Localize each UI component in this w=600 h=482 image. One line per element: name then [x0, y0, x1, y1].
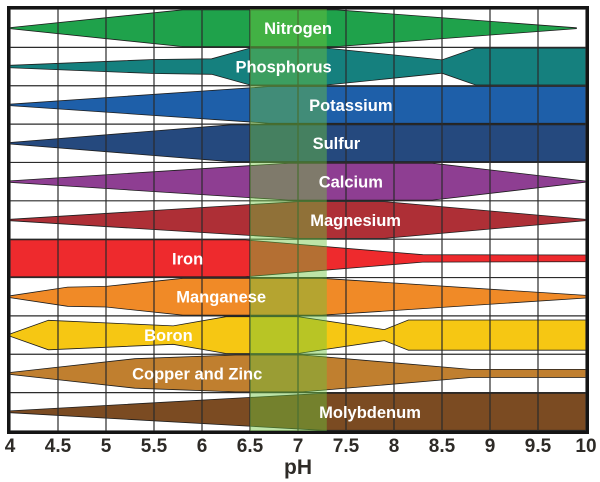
x-tick-label: 7.5: [333, 436, 360, 457]
x-tick-label: 4.5: [45, 436, 72, 457]
x-axis-title: pH: [284, 456, 312, 479]
optimal-ph-range-stripe: [250, 9, 327, 431]
band-label-manganese: Manganese: [176, 289, 266, 307]
x-tick-label: 10: [575, 436, 596, 457]
x-tick-label: 9: [485, 436, 496, 457]
plot-border: [7, 6, 589, 434]
band-label-copper-and-zinc: Copper and Zinc: [132, 365, 262, 383]
x-tick-label: 6: [197, 436, 208, 457]
band-nitrogen: [9, 9, 577, 47]
x-tick-label: 8.5: [429, 436, 456, 457]
band-label-sulfur: Sulfur: [313, 135, 361, 153]
x-tick-label: 8: [389, 436, 400, 457]
x-tick-label: 9.5: [525, 436, 552, 457]
band-label-magnesium: Magnesium: [310, 212, 401, 230]
band-label-iron: Iron: [172, 250, 203, 268]
band-label-nitrogen: Nitrogen: [264, 20, 332, 38]
band-label-phosphorus: Phosphorus: [235, 58, 331, 76]
band-label-molybdenum: Molybdenum: [319, 404, 421, 422]
x-tick-label: 4: [5, 436, 16, 457]
band-label-boron: Boron: [144, 327, 193, 345]
x-tick-label: 7: [293, 436, 304, 457]
x-tick-label: 6.5: [237, 436, 264, 457]
band-label-calcium: Calcium: [319, 174, 383, 192]
x-tick-label: 5: [101, 436, 112, 457]
x-tick-label: 5.5: [141, 436, 168, 457]
band-label-potassium: Potassium: [309, 97, 392, 115]
